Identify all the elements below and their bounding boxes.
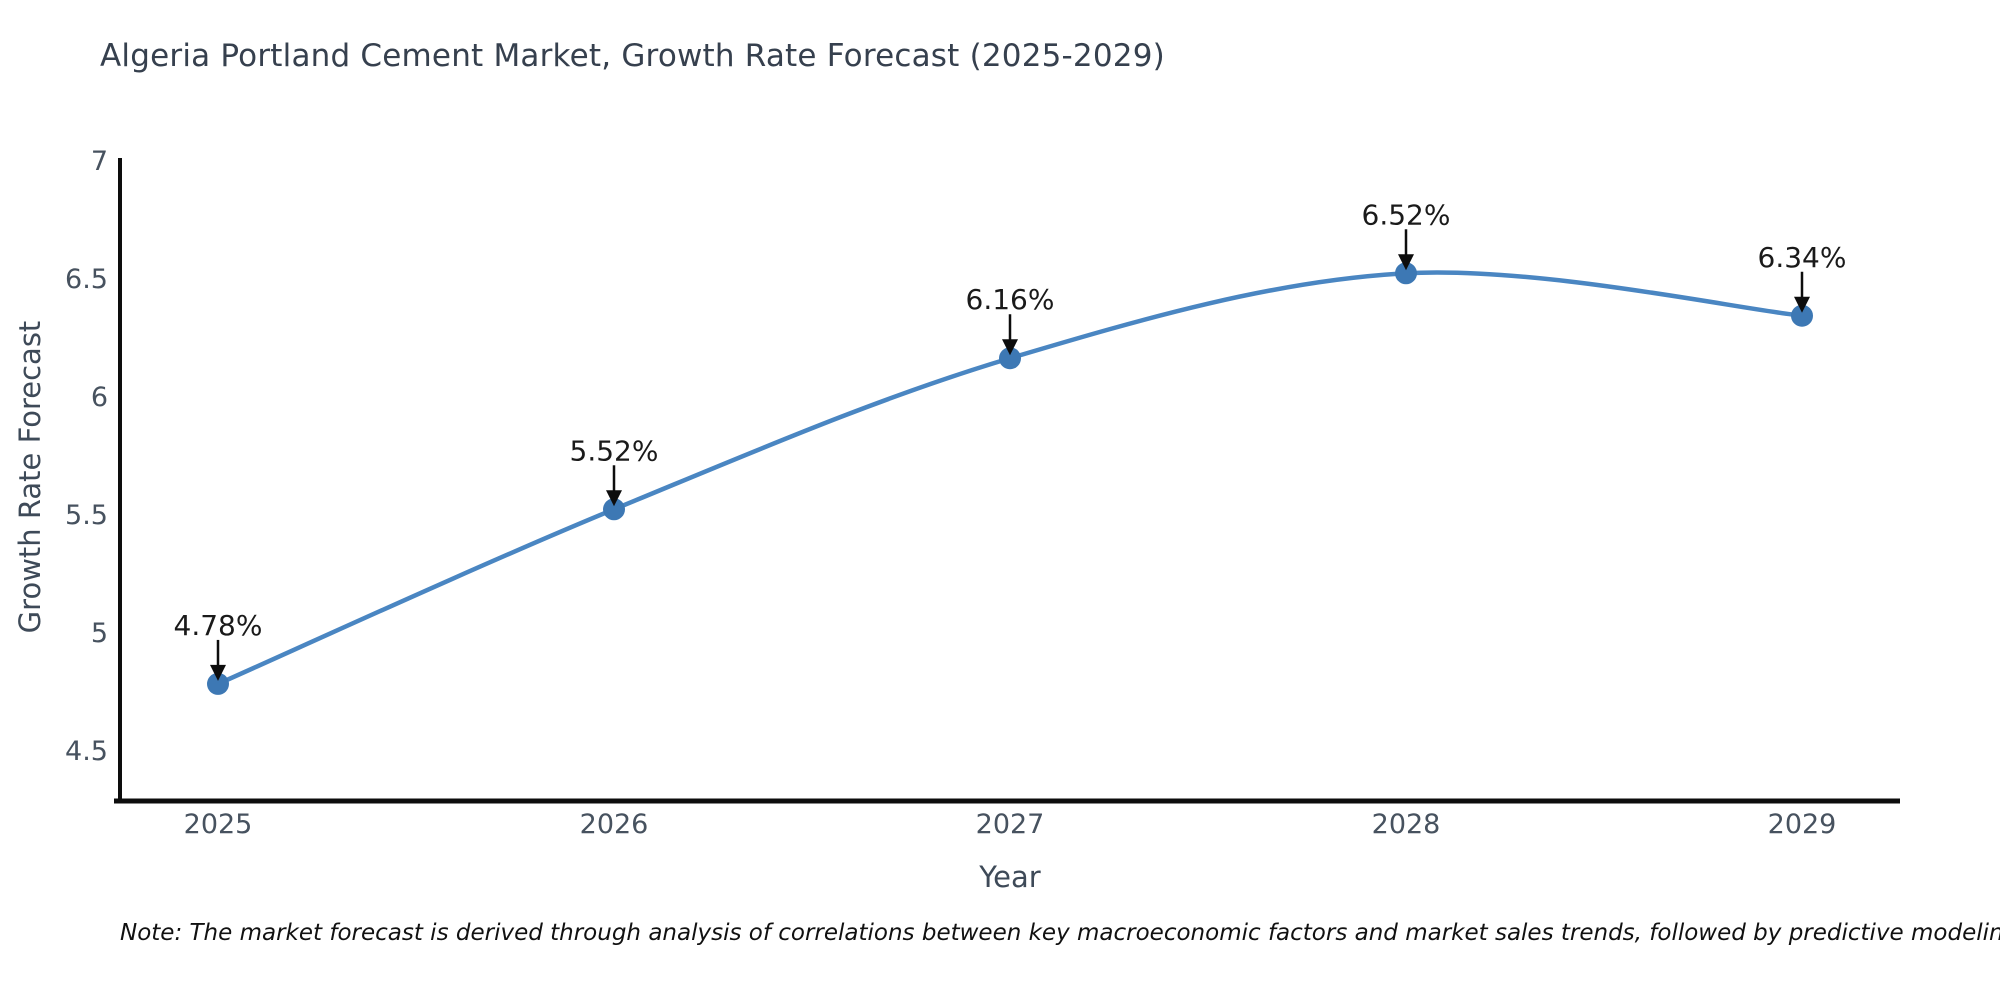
x-axis-title: Year bbox=[979, 860, 1041, 894]
data-point-marker bbox=[1791, 304, 1813, 327]
y-tick-label: 5 bbox=[91, 618, 108, 649]
data-point-label: 4.78% bbox=[174, 609, 263, 642]
data-point-label: 6.16% bbox=[966, 283, 1055, 316]
annotation-arrowhead-icon bbox=[1002, 339, 1018, 356]
x-tick-label: 2027 bbox=[976, 809, 1045, 840]
annotation-arrowhead-icon bbox=[1794, 296, 1810, 313]
chart-title: Algeria Portland Cement Market, Growth R… bbox=[100, 38, 1165, 74]
x-tick-label: 2028 bbox=[1372, 809, 1441, 840]
data-point-marker bbox=[603, 498, 625, 521]
y-tick-label: 6.5 bbox=[65, 264, 108, 295]
data-point-label: 5.52% bbox=[570, 434, 659, 467]
x-tick-label: 2029 bbox=[1768, 809, 1837, 840]
data-point-label: 6.52% bbox=[1362, 198, 1451, 231]
x-tick-label: 2026 bbox=[580, 809, 649, 840]
y-tick-label: 4.5 bbox=[65, 736, 108, 767]
data-point-marker bbox=[207, 672, 229, 695]
annotation-arrowhead-icon bbox=[210, 664, 226, 681]
data-point-label: 6.34% bbox=[1758, 241, 1847, 274]
footnote: Note: The market forecast is derived thr… bbox=[120, 920, 2000, 946]
annotation-arrowhead-icon bbox=[606, 490, 622, 507]
data-point-marker bbox=[999, 347, 1021, 370]
y-tick-label: 5.5 bbox=[65, 500, 108, 531]
y-tick-label: 6 bbox=[91, 382, 108, 413]
x-tick-label: 2025 bbox=[184, 809, 253, 840]
annotation-arrowhead-icon bbox=[1398, 254, 1414, 271]
data-point-marker bbox=[1395, 262, 1417, 285]
y-tick-label: 7 bbox=[91, 146, 108, 177]
